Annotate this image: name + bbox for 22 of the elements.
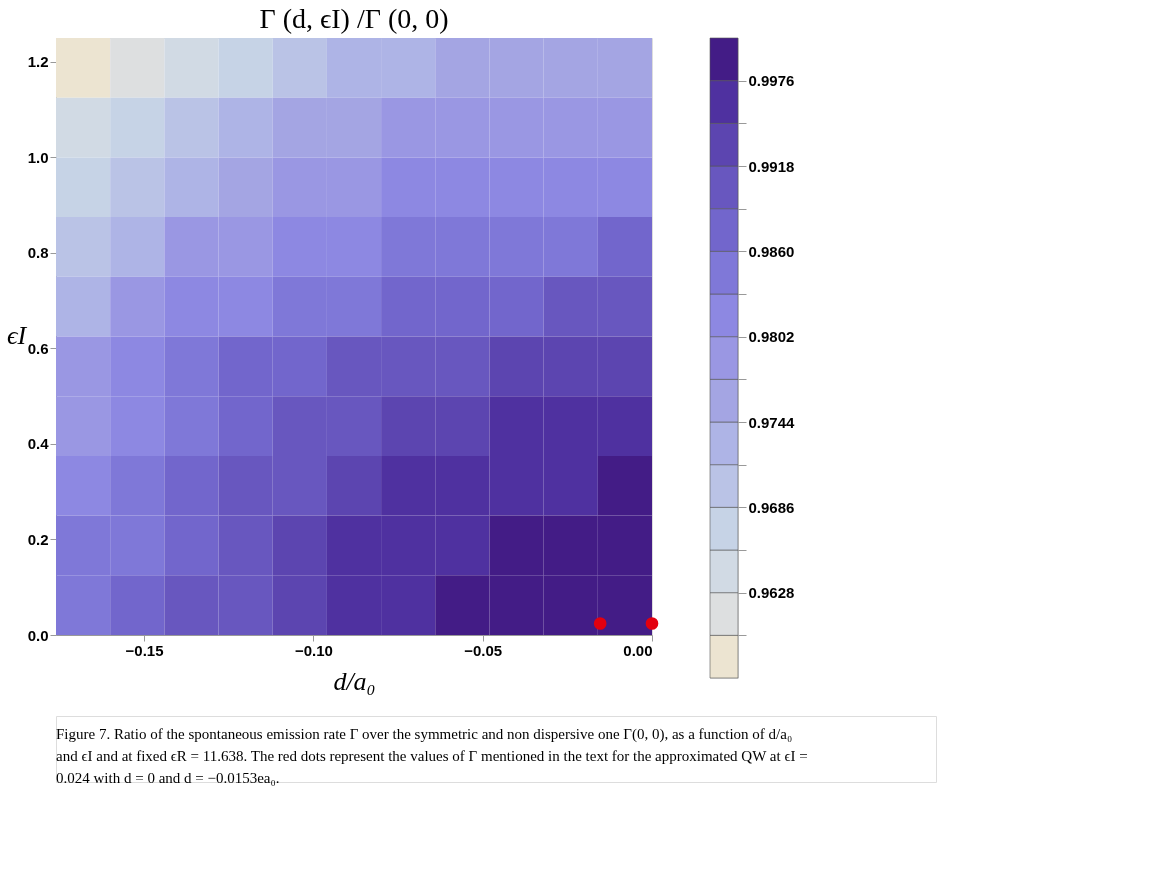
y-tick-label: 0.0: [27, 626, 49, 644]
y-tick-label: 0.6: [27, 339, 49, 357]
color-bar-label: 0.9628: [748, 584, 795, 602]
x-tick-label: 0.00: [623, 641, 653, 659]
y-tick-label: 0.8: [27, 244, 49, 262]
y-tick-label: 0.2: [27, 530, 49, 548]
color-bar-label: 0.9860: [748, 242, 795, 260]
caption: Figure 7. Ratio of the spontaneous emission rate Γ over the symmetric and non dispersive one Γ(0, 0), as a function of d/a₀ and ϵI and at fixed ϵR = 11.638. The red dots represent the values of Γ mentioned in the text for the approximated QW at ϵI = 0.024 with d = 0 and d = −0.0153ea₀.: [56, 726, 808, 786]
y-tick-label: 0.4: [27, 435, 50, 453]
x-tick-label: −0.05: [464, 641, 503, 659]
color-bar-label: 0.9918: [748, 157, 795, 175]
y-tick-label: 1.0: [27, 148, 49, 166]
x-tick-label: −0.15: [125, 641, 164, 659]
color-bar-label: 0.9686: [748, 498, 795, 516]
x-axis-title: d/a₀: [333, 666, 376, 696]
y-tick-label: 1.2: [27, 53, 49, 71]
chart-title: Γ (d, ϵI) /Γ (0, 0): [259, 3, 449, 34]
color-bar-label: 0.9976: [748, 72, 795, 90]
color-bar-label: 0.9744: [748, 413, 796, 431]
x-tick-label: −0.10: [294, 641, 333, 659]
color-bar-label: 0.9802: [748, 328, 795, 346]
y-axis-title: ϵI: [6, 320, 28, 350]
